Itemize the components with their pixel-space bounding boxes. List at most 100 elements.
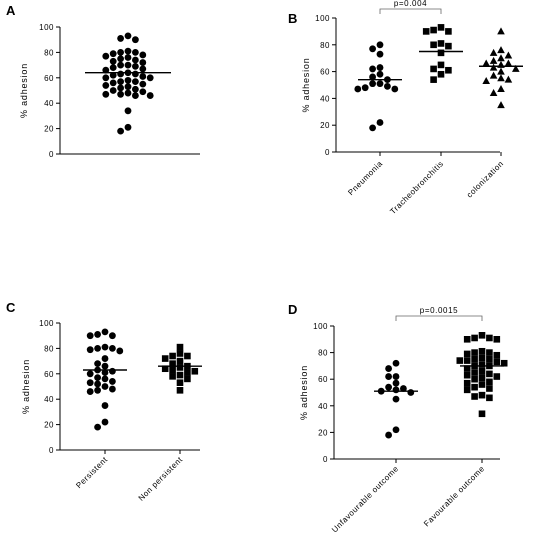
panel-a: A 0 20 40 60 80 100 % adhesion — [6, 3, 200, 159]
data-point — [124, 83, 132, 91]
data-point — [392, 379, 400, 387]
data-point — [124, 32, 132, 40]
y-tick-label: 40 — [320, 94, 330, 103]
data-point — [486, 385, 493, 392]
data-point — [392, 359, 400, 367]
data-point — [486, 334, 493, 342]
data-point — [132, 85, 139, 93]
data-point — [161, 355, 169, 362]
data-point — [385, 373, 392, 380]
y-tick-label: 0 — [49, 446, 54, 455]
data-point — [361, 84, 369, 92]
data-point — [139, 51, 147, 59]
data-point — [109, 71, 117, 79]
data-point — [109, 79, 117, 87]
data-point — [369, 65, 376, 73]
data-point — [500, 359, 508, 367]
x-category-label: Favourable outcome — [422, 464, 486, 528]
data-point — [478, 347, 486, 355]
data-point — [392, 373, 400, 380]
data-point — [489, 71, 498, 79]
data-point — [161, 365, 169, 373]
data-point — [463, 365, 471, 372]
data-point — [176, 350, 184, 357]
data-point — [184, 352, 191, 360]
data-point — [101, 418, 109, 426]
data-point — [139, 73, 147, 80]
data-point — [376, 50, 384, 58]
data-point — [478, 410, 486, 418]
y-tick-label: 100 — [39, 319, 54, 328]
data-point — [124, 54, 132, 61]
data-point — [117, 35, 124, 42]
y-tick-label: 80 — [320, 41, 330, 50]
data-point — [437, 49, 445, 57]
data-point — [478, 367, 486, 375]
data-point — [176, 379, 184, 386]
data-point — [478, 374, 486, 382]
data-point — [117, 70, 124, 78]
data-point — [445, 66, 452, 74]
data-point — [124, 76, 132, 84]
data-point — [478, 361, 486, 368]
data-point — [117, 55, 124, 63]
data-point — [478, 381, 486, 388]
series-1 — [374, 359, 418, 439]
data-point — [102, 66, 110, 74]
data-point — [493, 358, 501, 366]
data-point — [117, 84, 124, 92]
panel-letter: C — [6, 300, 16, 315]
y-tick-label: 20 — [44, 421, 54, 430]
series-3 — [479, 27, 523, 109]
data-point — [463, 357, 471, 364]
data-point — [101, 328, 109, 336]
x-category-label: Non persistent — [137, 455, 185, 503]
data-point — [109, 378, 116, 385]
data-point — [86, 388, 94, 395]
data-point — [497, 101, 505, 109]
data-point — [493, 351, 501, 359]
data-point — [504, 59, 513, 67]
data-point — [478, 332, 486, 339]
data-point — [478, 391, 486, 399]
data-point — [169, 373, 176, 380]
y-tick-label: 40 — [44, 99, 54, 108]
y-tick-label: 0 — [323, 455, 328, 464]
data-point — [392, 426, 400, 434]
data-point — [482, 76, 490, 84]
data-point — [497, 46, 505, 54]
data-point — [102, 52, 110, 60]
y-tick-label: 60 — [44, 370, 54, 379]
data-point — [109, 64, 117, 72]
data-point — [376, 41, 384, 49]
y-tick-label: 60 — [318, 375, 328, 384]
data-point — [486, 370, 493, 378]
data-point — [139, 88, 147, 96]
p-value-label: p=0.004 — [394, 0, 427, 8]
data-point — [109, 345, 116, 352]
panel-letter: D — [288, 302, 297, 317]
data-point — [384, 82, 391, 90]
x-category-label: Pneumonia — [346, 159, 384, 197]
data-point — [124, 89, 132, 97]
data-point — [486, 394, 493, 402]
data-point — [445, 28, 452, 35]
data-point — [456, 357, 464, 364]
data-point — [132, 70, 139, 78]
data-point — [471, 375, 478, 383]
data-point — [504, 51, 513, 59]
data-point — [117, 49, 124, 56]
y-tick-label: 20 — [44, 125, 54, 134]
data-point — [109, 367, 116, 375]
data-point — [117, 90, 124, 98]
y-tick-label: 80 — [44, 48, 54, 57]
data-point — [146, 92, 154, 99]
data-point — [86, 346, 94, 354]
data-point — [497, 54, 505, 62]
data-point — [86, 332, 94, 340]
data-point — [497, 67, 505, 75]
y-axis-label: % adhesion — [299, 365, 309, 420]
data-point — [176, 371, 184, 379]
data-point — [102, 74, 110, 82]
data-point — [116, 347, 124, 355]
